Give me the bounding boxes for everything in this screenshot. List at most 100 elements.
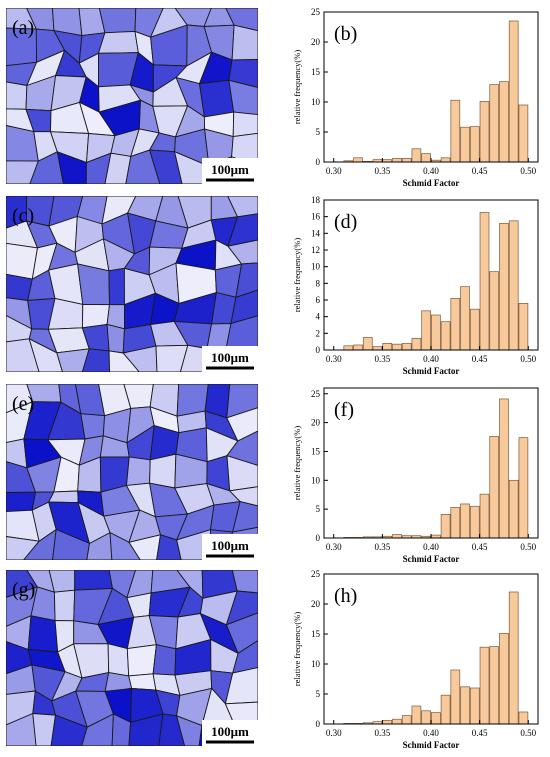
x-axis-label: Schmid Factor [403, 554, 460, 564]
ebsd-map-a: (a) 100μm [5, 7, 259, 185]
grain [232, 111, 259, 138]
y-tick-label: 0 [316, 533, 321, 543]
x-tick-label: 0.45 [472, 354, 488, 364]
x-tick-label: 0.35 [374, 542, 390, 552]
histogram-svg: 0 2 4 6 8 10 12 14 16 18 0.30 0.35 0.40 0.45 0.50 Schmi… [292, 195, 539, 376]
grain [149, 453, 177, 489]
x-tick-label: 0.30 [326, 166, 342, 176]
histogram-bar [518, 104, 529, 163]
grain [107, 643, 130, 677]
y-tick-label: 20 [311, 418, 321, 428]
histogram-bar [401, 715, 412, 725]
histogram-bar [392, 343, 402, 351]
histogram-bar [411, 148, 422, 163]
histogram-bar [440, 157, 451, 163]
grain-layer [5, 383, 259, 561]
histogram-bar [469, 126, 480, 163]
histogram-bar [479, 646, 490, 725]
histogram-svg: 0 5 10 15 20 25 0.30 0.35 0.40 0.45 0.50 Schmid Fac… [292, 387, 539, 564]
grain [108, 267, 125, 306]
panel-label: (c) [12, 205, 34, 227]
histogram-bar [362, 337, 373, 351]
y-tick-label: 20 [311, 599, 321, 609]
histogram-b: 0 5 10 15 20 25 0.30 0.35 0.40 0.45 0.50 Schmid Fac… [286, 2, 546, 190]
histogram-f: 0 5 10 15 20 25 0.30 0.35 0.40 0.45 0.50 Schmid Fac… [286, 378, 546, 566]
histogram-bar [489, 271, 500, 351]
histogram-bar [460, 286, 470, 351]
histogram-bar [421, 310, 431, 351]
grain [126, 456, 151, 486]
y-tick-label: 5 [316, 504, 321, 514]
y-tick-label: 15 [311, 446, 321, 456]
y-tick-label: 25 [311, 7, 321, 17]
histogram-bar [440, 321, 451, 351]
histogram-bar [479, 212, 490, 351]
histogram-bar [489, 646, 500, 725]
grain [199, 79, 235, 118]
y-tick-label: 25 [311, 389, 321, 399]
x-tick-label: 0.30 [326, 542, 342, 552]
y-tick-label: 8 [316, 278, 321, 288]
histogram-bar [450, 297, 461, 351]
histogram-bar [508, 479, 519, 539]
grain [98, 30, 139, 54]
histogram-svg: 0 5 10 15 20 25 0.30 0.35 0.40 0.45 0.50 Schmid Fac… [292, 7, 539, 188]
grain-layer [5, 195, 259, 373]
ebsd-map-image: (g) 100μm [5, 569, 259, 747]
x-axis-label: Schmid Factor [403, 740, 460, 750]
ebsd-map-e: (e) 100μm [5, 383, 259, 561]
histogram-d: 0 2 4 6 8 10 12 14 16 18 0.30 0.35 0.40 0.45 0.50 Schmi… [286, 190, 546, 378]
histogram-bar [518, 711, 529, 725]
scale-bar: 100μm [202, 534, 258, 560]
x-axis-label: Schmid Factor [403, 366, 460, 376]
histogram-bar [450, 669, 461, 725]
grain [128, 673, 157, 691]
histogram-bar [392, 718, 402, 725]
x-tick-label: 0.50 [520, 354, 536, 364]
y-axis-label: relative frequency(%) [292, 50, 302, 124]
grain-layer [5, 569, 259, 747]
y-tick-label: 10 [311, 97, 321, 107]
y-tick-label: 10 [311, 659, 321, 669]
y-tick-label: 18 [311, 195, 321, 205]
y-tick-label: 10 [311, 475, 321, 485]
x-axis-label: Schmid Factor [403, 178, 460, 188]
row-4: (g) 100μm 0 5 10 15 20 25 0.30 0.35 0.40 0.45 0.50 S… [0, 564, 550, 752]
x-tick-label: 0.35 [374, 728, 390, 738]
grain [27, 615, 59, 653]
grain [5, 81, 28, 110]
scale-bar-label: 100μm [211, 724, 249, 739]
y-tick-label: 12 [311, 245, 320, 255]
y-tick-label: 14 [311, 228, 321, 238]
y-tick-label: 6 [316, 295, 321, 305]
histogram-bar [479, 493, 490, 539]
x-tick-label: 0.40 [423, 354, 439, 364]
histogram-bar [421, 153, 431, 163]
grain-layer [5, 7, 259, 185]
histogram-bar [469, 505, 480, 539]
y-tick-label: 15 [311, 629, 321, 639]
y-tick-label: 15 [311, 67, 321, 77]
scale-bar: 100μm [202, 158, 258, 184]
y-tick-label: 16 [311, 212, 321, 222]
ebsd-map-image: (a) 100μm [5, 7, 259, 185]
x-tick-label: 0.40 [423, 542, 439, 552]
histogram-bar [469, 308, 480, 351]
scale-bar: 100μm [202, 346, 258, 372]
ebsd-map-image: (e) 100μm [5, 383, 259, 561]
histogram-bar [440, 514, 451, 539]
histogram-bar [499, 633, 509, 725]
y-tick-label: 0 [316, 345, 321, 355]
histogram-h: 0 5 10 15 20 25 0.30 0.35 0.40 0.45 0.50 Schmid Fac… [286, 564, 546, 752]
histogram-bar [489, 436, 500, 539]
grain [77, 263, 110, 306]
x-tick-label: 0.40 [423, 728, 439, 738]
ebsd-map-g: (g) 100μm [5, 569, 259, 747]
panel-label: (d) [334, 211, 357, 233]
grain [231, 24, 259, 61]
histogram-svg: 0 5 10 15 20 25 0.30 0.35 0.40 0.45 0.50 Schmid Fac… [292, 569, 539, 750]
x-tick-label: 0.45 [472, 166, 488, 176]
y-tick-label: 5 [316, 689, 321, 699]
y-tick-label: 4 [316, 312, 321, 322]
x-tick-label: 0.50 [520, 166, 536, 176]
